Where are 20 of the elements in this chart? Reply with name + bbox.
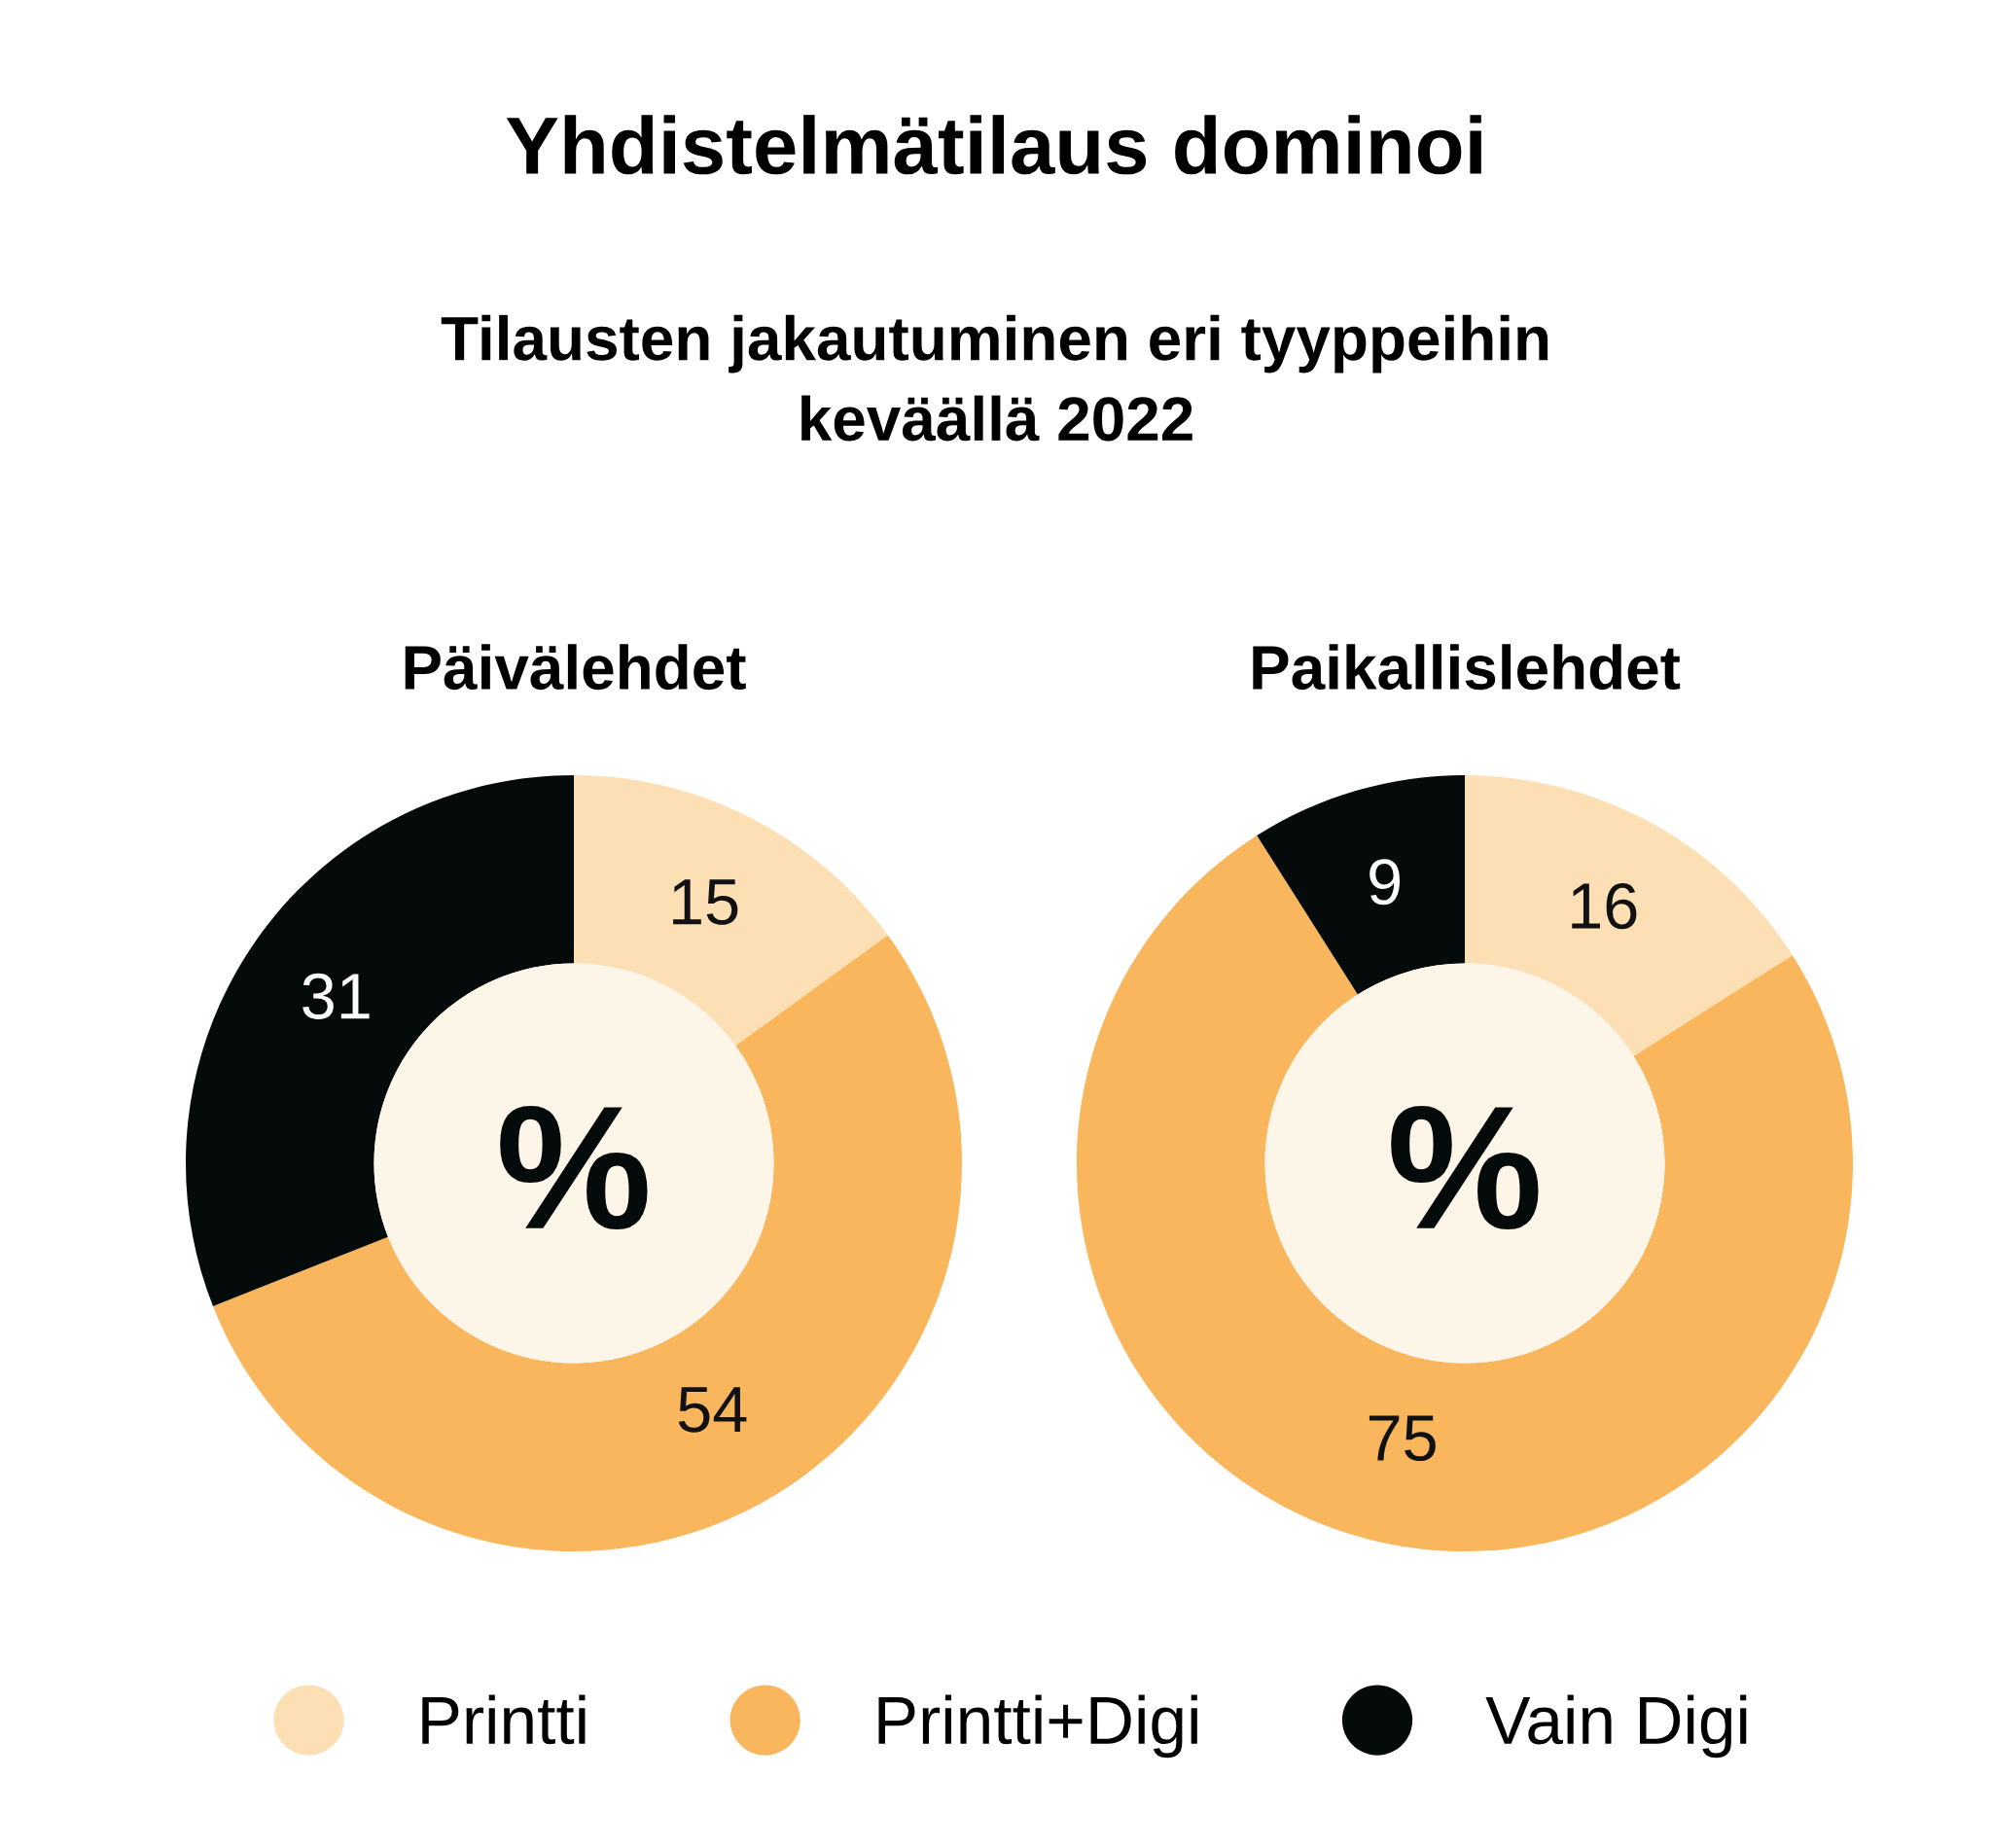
legend-label: Printti+Digi [878, 1694, 1197, 1759]
chart-title: Päivälehdet [405, 644, 746, 691]
data-label: 31 [302, 973, 370, 1019]
text: Tilausten jakautuminen eri tyyppeihin keväällä 2022 [441, 314, 1548, 442]
text: % [500, 1106, 648, 1230]
donut-slice [1465, 774, 1793, 1056]
legend-label: Printti [422, 1694, 586, 1745]
donut-slice [1257, 774, 1465, 995]
data-label: 54 [678, 1387, 747, 1433]
data-label: 15 [673, 879, 738, 925]
donut-slice [1077, 835, 1853, 1551]
chart-title: Paikallislehdet [1253, 644, 1681, 691]
data-label: 16 [1572, 882, 1637, 930]
legend-label: Vain Digi [1485, 1694, 1747, 1759]
data-label: 9 [1370, 859, 1400, 906]
text: Yhdistelmätilaus dominoi [506, 115, 1481, 175]
text: % [1391, 1106, 1539, 1230]
donut-slice [574, 774, 888, 1047]
donut-slice [213, 935, 963, 1552]
data-label: 75 [1369, 1415, 1436, 1462]
